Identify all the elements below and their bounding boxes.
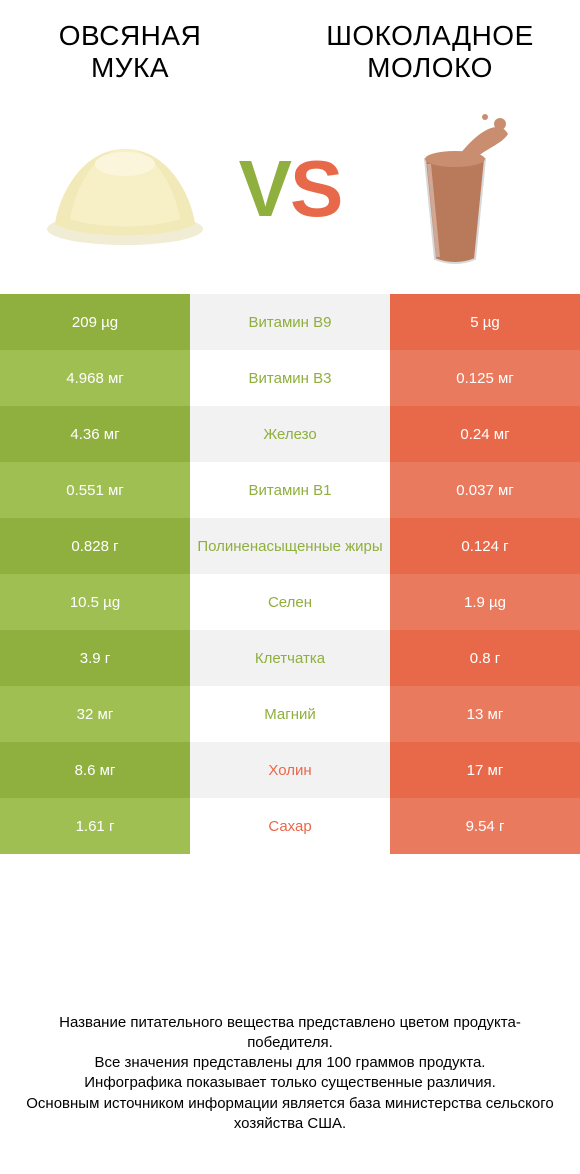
value-right: 1.9 µg [390,574,580,630]
header: ОВСЯНАЯ МУКА ШОКОЛАДНОЕ МОЛОКО [0,0,580,94]
footer-line: Основным источником информации является … [20,1094,560,1135]
table-row: 4.968 мгВитамин B30.125 мг [0,350,580,406]
nutrient-name: Витамин B3 [190,350,390,406]
table-row: 4.36 мгЖелезо0.24 мг [0,406,580,462]
nutrient-name: Холин [190,742,390,798]
nutrient-name: Селен [190,574,390,630]
chocolate-milk-icon [390,109,520,269]
value-left: 3.9 г [0,630,190,686]
nutrient-name: Витамин B9 [190,294,390,350]
value-right: 0.8 г [390,630,580,686]
vs-v: V [239,144,290,233]
table-row: 209 µgВитамин B95 µg [0,294,580,350]
vs-s: S [290,144,341,233]
nutrient-name: Сахар [190,798,390,854]
title-right: ШОКОЛАДНОЕ МОЛОКО [320,20,540,84]
table-row: 10.5 µgСелен1.9 µg [0,574,580,630]
nutrient-name: Клетчатка [190,630,390,686]
value-right: 17 мг [390,742,580,798]
image-left [40,119,210,259]
footer-line: Название питательного вещества представл… [20,1013,560,1054]
value-right: 0.125 мг [390,350,580,406]
nutrient-name: Железо [190,406,390,462]
value-left: 4.36 мг [0,406,190,462]
value-left: 1.61 г [0,798,190,854]
footer-notes: Название питательного вещества представл… [0,1013,580,1135]
value-right: 9.54 г [390,798,580,854]
value-right: 0.124 г [390,518,580,574]
comparison-table: 209 µgВитамин B95 µg4.968 мгВитамин B30.… [0,294,580,854]
value-left: 0.828 г [0,518,190,574]
value-right: 0.24 мг [390,406,580,462]
table-row: 8.6 мгХолин17 мг [0,742,580,798]
image-right [370,119,540,259]
oat-flour-icon [40,129,210,249]
table-row: 1.61 гСахар9.54 г [0,798,580,854]
value-left: 209 µg [0,294,190,350]
value-right: 0.037 мг [390,462,580,518]
images-row: VS [0,94,580,294]
value-right: 5 µg [390,294,580,350]
nutrient-name: Витамин B1 [190,462,390,518]
nutrient-name: Полиненасыщенные жиры [190,518,390,574]
value-left: 4.968 мг [0,350,190,406]
nutrient-name: Магний [190,686,390,742]
footer-line: Все значения представлены для 100 граммо… [20,1053,560,1073]
value-left: 0.551 мг [0,462,190,518]
value-left: 10.5 µg [0,574,190,630]
table-row: 32 мгМагний13 мг [0,686,580,742]
vs-label: VS [239,143,342,235]
title-left: ОВСЯНАЯ МУКА [40,20,220,84]
value-left: 32 мг [0,686,190,742]
value-left: 8.6 мг [0,742,190,798]
table-row: 3.9 гКлетчатка0.8 г [0,630,580,686]
value-right: 13 мг [390,686,580,742]
table-row: 0.828 гПолиненасыщенные жиры0.124 г [0,518,580,574]
table-row: 0.551 мгВитамин B10.037 мг [0,462,580,518]
footer-line: Инфографика показывает только существенн… [20,1073,560,1093]
